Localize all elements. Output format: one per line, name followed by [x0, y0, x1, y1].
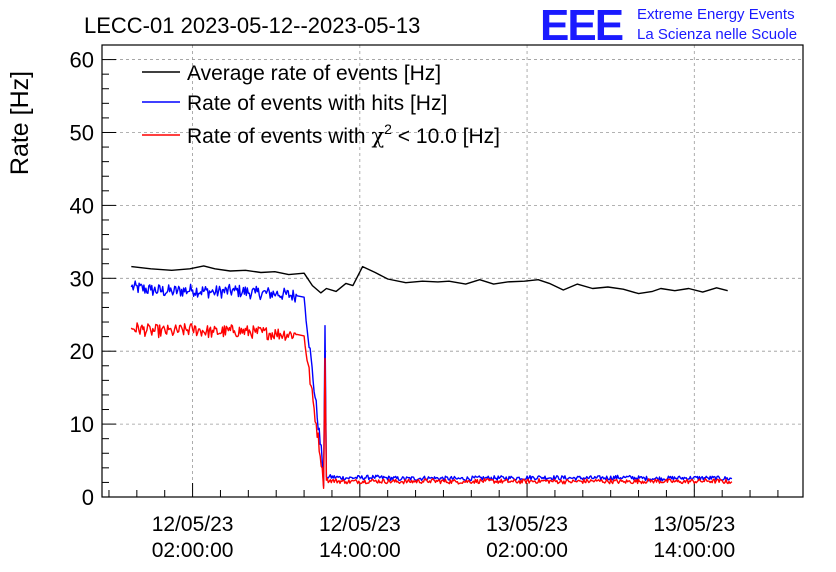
y-tick-label: 60: [70, 48, 94, 73]
legend: Average rate of events [Hz] Rate of event…: [142, 62, 500, 148]
x-tick-time: 02:00:00: [152, 539, 234, 562]
series-line-2: [130, 322, 733, 489]
y-tick-label: 0: [82, 485, 94, 510]
x-tick-time: 14:00:00: [319, 539, 401, 562]
x-tick-labels: 12/05/23 02:00:00 12/05/23 14:00:00 13/05/23…: [152, 513, 735, 562]
y-tick-label: 40: [70, 193, 94, 218]
series-line-0: [131, 265, 728, 295]
x-tick-date: 12/05/23: [319, 513, 401, 536]
y-tick-label: 30: [70, 266, 94, 291]
series-lines: [130, 265, 733, 489]
eee-logo-text: EEE: [540, 1, 623, 50]
axes: [101, 44, 804, 498]
chart-title: LECC-01 2023-05-12--2023-05-13: [84, 13, 420, 38]
legend-label-0: Average rate of events [Hz]: [187, 62, 441, 85]
plot-frame: [101, 44, 804, 498]
brand-line-2: La Scienza nelle Scuole: [637, 26, 797, 43]
x-tick-date: 13/05/23: [653, 513, 735, 536]
eee-logo: EEE Extreme Energy Events La Scienza nel…: [540, 1, 797, 50]
x-tick-date: 13/05/23: [486, 513, 568, 536]
y-tick-label: 50: [70, 120, 94, 145]
y-tick-label: 20: [70, 339, 94, 364]
series-line-1: [130, 280, 733, 487]
y-tick-label: 10: [70, 412, 94, 437]
x-tick-time: 14:00:00: [653, 539, 735, 562]
legend-label-2: Rate of events with χ2 < 10.0 [Hz]: [187, 121, 500, 148]
x-tick-time: 02:00:00: [486, 539, 568, 562]
y-axis-label: Rate [Hz]: [6, 71, 34, 175]
legend-label-1: Rate of events with hits [Hz]: [187, 92, 447, 115]
brand-line-1: Extreme Energy Events: [637, 6, 795, 23]
grid-lines: [102, 45, 803, 497]
y-tick-labels: 0 10 20 30 40 50 60: [70, 48, 94, 510]
x-tick-date: 12/05/23: [152, 513, 234, 536]
